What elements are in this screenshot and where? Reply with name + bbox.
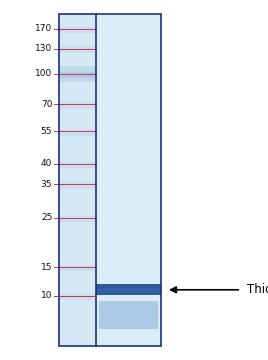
Text: 10: 10 [41,292,52,300]
Bar [59,46,96,53]
Text: 25: 25 [41,213,52,222]
Text: 40: 40 [41,159,52,168]
Bar [59,27,96,33]
Text: 100: 100 [35,69,52,78]
Text: 15: 15 [41,263,52,271]
Bar [59,102,96,109]
Bar [99,301,158,329]
Bar [59,162,96,168]
Bar [59,216,96,222]
Bar [59,14,161,346]
Bar [59,66,96,82]
Bar [98,288,159,293]
Text: 35: 35 [41,180,52,189]
Text: 55: 55 [41,127,52,136]
Bar [59,182,96,189]
Text: 130: 130 [35,44,52,53]
Bar [59,14,96,346]
Text: 70: 70 [41,100,52,109]
Text: 170: 170 [35,24,52,33]
Text: Thioredoxin: Thioredoxin [247,283,268,296]
Bar [59,72,96,78]
Bar [59,129,96,136]
Bar [96,284,161,295]
Bar [96,14,161,346]
Bar [59,265,96,271]
Bar [59,294,96,300]
